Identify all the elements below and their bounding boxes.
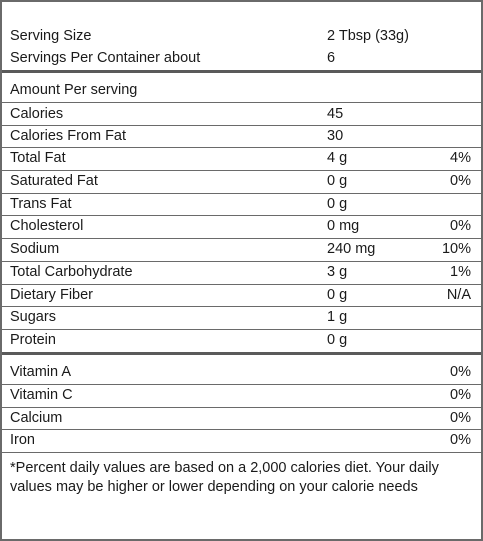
serving-size-label: Serving Size [10,28,92,44]
row-divider [2,407,481,408]
nutrient-amount: 0 g [327,332,348,348]
row-divider [2,170,481,171]
row-divider [2,147,481,148]
nutrient-name: Total Carbohydrate [10,264,133,280]
row-divider [2,238,481,239]
amount-per-serving-row: Amount Per serving [2,79,481,101]
row-divider [2,261,481,262]
row-divider [2,284,481,285]
nutrient-amount: 45 [327,106,344,122]
vitamin-daily-value: 0% [450,432,471,448]
nutrient-row-sodium: Sodium 240 mg 10% [2,238,481,260]
row-divider [2,306,481,307]
nutrient-row-sugars: Sugars 1 g [2,306,481,328]
section-divider [2,352,481,355]
vitamin-row-calcium: Calcium 0% [2,407,481,429]
nutrient-row-trans-fat: Trans Fat 0 g [2,193,481,215]
nutrient-daily-value: 10% [441,241,471,257]
vitamin-daily-value: 0% [450,387,471,403]
nutrient-daily-value: N/A [446,287,471,303]
nutrient-name: Cholesterol [10,218,84,234]
vitamin-name: Calcium [10,410,63,426]
nutrient-row-dietary-fiber: Dietary Fiber 0 g N/A [2,284,481,306]
servings-per-container-value: 6 [327,50,336,66]
nutrient-row-protein: Protein 0 g [2,329,481,351]
nutrient-amount: 1 g [327,309,348,325]
nutrient-amount: 240 mg [327,241,376,257]
nutrient-amount: 0 mg [327,218,360,234]
nutrient-row-total-carbohydrate: Total Carbohydrate 3 g 1% [2,261,481,283]
vitamin-name: Iron [10,432,35,448]
nutrient-name: Protein [10,332,56,348]
nutrient-amount: 3 g [327,264,348,280]
vitamin-row-vitamin-a: Vitamin A 0% [2,361,481,383]
row-divider [2,452,481,453]
section-divider [2,70,481,73]
nutrient-row-calories-from-fat: Calories From Fat 30 [2,125,481,147]
nutrient-amount: 0 g [327,287,348,303]
vitamin-daily-value: 0% [450,364,471,380]
row-divider [2,429,481,430]
row-divider [2,384,481,385]
nutrient-amount: 0 g [327,196,348,212]
nutrient-name: Sugars [10,309,56,325]
vitamin-row-iron: Iron 0% [2,429,481,451]
nutrient-daily-value: 0% [450,173,471,189]
nutrient-name: Sodium [10,241,60,257]
nutrient-daily-value: 0% [450,218,471,234]
row-divider [2,215,481,216]
row-divider [2,102,481,103]
vitamin-daily-value: 0% [450,410,471,426]
nutrient-row-calories: Calories 45 [2,103,481,125]
vitamin-name: Vitamin A [10,364,71,380]
vitamin-row-vitamin-c: Vitamin C 0% [2,384,481,406]
row-divider [2,193,481,194]
nutrient-name: Calories From Fat [10,128,127,144]
nutrient-row-total-fat: Total Fat 4 g 4% [2,147,481,169]
nutrient-row-saturated-fat: Saturated Fat 0 g 0% [2,170,481,192]
nutrient-daily-value: 4% [450,150,471,166]
nutrient-amount: 0 g [327,173,348,189]
row-divider [2,329,481,330]
vitamin-name: Vitamin C [10,387,73,403]
nutrient-name: Total Fat [10,150,66,166]
nutrient-row-cholesterol: Cholesterol 0 mg 0% [2,215,481,237]
nutrient-daily-value: 1% [450,264,471,280]
nutrient-name: Calories [10,106,64,122]
daily-value-footnote: *Percent daily values are based on a 2,0… [10,460,439,495]
amount-per-serving-label: Amount Per serving [10,82,138,98]
servings-per-container-row: Servings Per Container about 6 [2,47,481,69]
nutrient-amount: 30 [327,128,344,144]
nutrient-name: Dietary Fiber [10,287,93,303]
nutrient-name: Trans Fat [10,196,72,212]
serving-size-value: 2 Tbsp (33g) [327,28,409,44]
nutrient-amount: 4 g [327,150,348,166]
nutrient-name: Saturated Fat [10,173,98,189]
servings-per-container-label: Servings Per Container about [10,50,201,66]
row-divider [2,125,481,126]
serving-size-row: Serving Size 2 Tbsp (33g) [2,25,481,47]
